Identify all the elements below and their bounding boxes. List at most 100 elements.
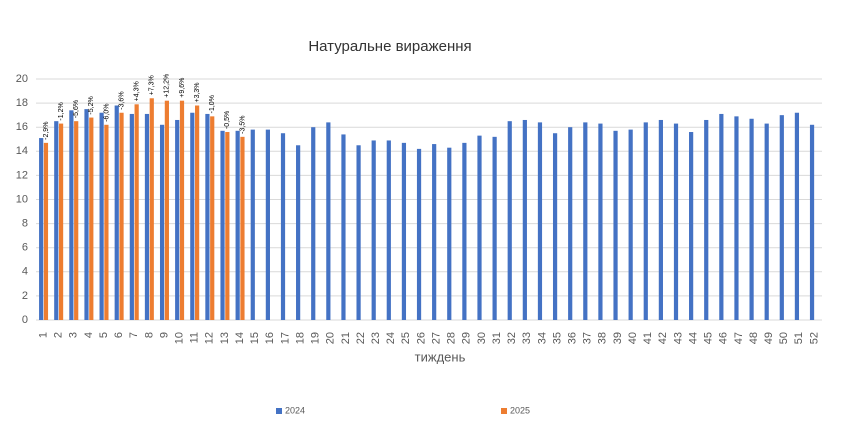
x-tick-label: 36 (567, 332, 579, 344)
x-tick-label: 39 (612, 332, 624, 344)
x-tick-label: 50 (778, 332, 790, 344)
bar-annotation: -5,6% (73, 100, 80, 118)
bar-annotation: +3,3% (194, 82, 201, 102)
x-tick-label: 15 (249, 332, 261, 344)
y-tick-label: 14 (16, 145, 28, 157)
bar (311, 127, 316, 320)
x-tick-label: 29 (461, 332, 473, 344)
x-tick-label: 28 (446, 332, 458, 344)
bar (386, 140, 391, 320)
x-tick-label: 20 (325, 332, 337, 344)
bar (149, 98, 154, 320)
x-tick-label: 52 (808, 332, 820, 344)
bar (583, 122, 588, 320)
legend-swatch (276, 408, 282, 414)
bar (734, 116, 739, 320)
bar (719, 113, 724, 320)
bar (114, 105, 119, 320)
bar (371, 140, 376, 320)
bar (235, 130, 240, 320)
x-tick-label: 47 (733, 332, 745, 344)
x-tick-label: 24 (385, 332, 397, 344)
x-tick-label: 31 (491, 332, 503, 344)
x-tick-label: 43 (672, 332, 684, 344)
bar-annotation: +7,3% (149, 75, 156, 95)
bar (598, 123, 603, 321)
x-tick-label: 2 (53, 332, 65, 338)
x-tick-label: 26 (415, 332, 427, 344)
x-tick-label: 45 (703, 332, 715, 344)
bar (522, 119, 527, 320)
x-tick-label: 8 (143, 332, 155, 338)
x-tick-label: 38 (597, 332, 609, 344)
bar-annotation: -3,6% (118, 91, 125, 109)
bar-annotation: +9,6% (179, 78, 186, 98)
bar (507, 121, 512, 320)
bar (749, 118, 754, 320)
bar (175, 119, 180, 320)
bar (54, 121, 59, 320)
bar (99, 112, 104, 321)
x-tick-label: 14 (234, 332, 246, 344)
x-tick-label: 37 (582, 332, 594, 344)
x-tick-label: 11 (189, 332, 201, 343)
bar (552, 133, 558, 320)
bar (764, 123, 769, 321)
bar-annotation: -6,0% (103, 103, 110, 121)
bar (341, 134, 346, 320)
bar-annotation: -5,2% (88, 96, 95, 114)
bar (210, 116, 215, 320)
bar (69, 110, 74, 320)
bar (43, 142, 49, 320)
x-tick-label: 30 (476, 332, 488, 344)
bar (265, 129, 270, 320)
bar (280, 133, 286, 320)
bar (401, 142, 407, 320)
x-tick-label: 51 (793, 332, 805, 344)
bar (537, 122, 543, 320)
bar (144, 113, 150, 320)
x-tick-label: 32 (506, 332, 518, 344)
y-tick-label: 10 (16, 193, 28, 205)
x-tick-label: 21 (340, 332, 352, 344)
bar-annotation: +12,2% (164, 74, 171, 98)
bar (432, 144, 437, 320)
bar-annotation: -1,2% (58, 102, 65, 120)
x-tick-label: 16 (264, 332, 276, 344)
bar (779, 115, 784, 321)
y-tick-label: 6 (22, 242, 28, 254)
x-tick-label: 34 (536, 332, 548, 344)
y-tick-label: 2 (22, 290, 28, 302)
x-tick-label: 44 (687, 332, 699, 344)
bar (326, 122, 331, 320)
x-tick-label: 42 (657, 332, 669, 344)
bar (416, 148, 422, 320)
bar (809, 124, 815, 320)
bar (628, 129, 633, 320)
x-tick-label: 12 (204, 332, 216, 344)
bar (356, 145, 361, 320)
x-tick-label: 18 (294, 332, 306, 344)
x-tick-label: 41 (642, 332, 654, 344)
bar (658, 119, 663, 320)
x-tick-label: 35 (551, 332, 563, 344)
bar (462, 142, 467, 320)
x-tick-label: 40 (627, 332, 639, 344)
x-tick-label: 46 (718, 332, 730, 344)
bar-annotation: -3,5% (239, 116, 246, 134)
y-tick-label: 20 (16, 73, 28, 85)
y-tick-label: 8 (22, 218, 28, 230)
bar (220, 130, 225, 320)
bar (492, 136, 497, 320)
y-tick-label: 12 (16, 169, 28, 181)
x-axis-label: тиждень (415, 349, 466, 364)
bar (205, 113, 210, 320)
x-tick-label: 1 (37, 332, 49, 338)
bar (84, 109, 89, 320)
bar (689, 132, 694, 320)
x-tick-label: 9 (158, 332, 170, 338)
bar (134, 104, 139, 321)
bar (296, 145, 301, 320)
x-tick-label: 3 (68, 332, 80, 338)
